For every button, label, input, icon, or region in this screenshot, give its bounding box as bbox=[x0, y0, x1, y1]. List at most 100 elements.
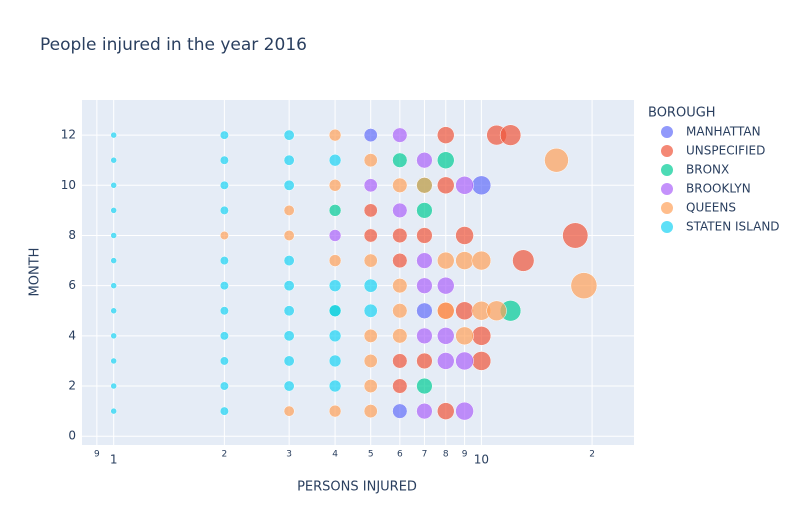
legend-label: UNSPECIFIED bbox=[686, 144, 765, 158]
x-tick-label: 7 bbox=[422, 450, 428, 460]
point bbox=[437, 151, 455, 169]
point bbox=[219, 155, 229, 165]
point bbox=[570, 272, 598, 299]
point bbox=[328, 379, 342, 393]
point bbox=[219, 381, 229, 391]
point bbox=[283, 305, 295, 317]
plot-area bbox=[82, 100, 634, 445]
point bbox=[110, 407, 117, 415]
point bbox=[283, 330, 295, 342]
point bbox=[110, 207, 117, 214]
point bbox=[392, 227, 408, 244]
point bbox=[437, 176, 455, 195]
point bbox=[392, 177, 408, 193]
legend-label: BROOKLYN bbox=[686, 182, 751, 196]
point bbox=[392, 353, 408, 369]
point bbox=[392, 127, 408, 143]
point bbox=[416, 277, 433, 294]
point bbox=[392, 202, 408, 218]
point bbox=[486, 300, 507, 321]
point bbox=[363, 379, 378, 393]
point bbox=[110, 131, 117, 139]
y-tick-label: 6 bbox=[68, 278, 76, 292]
point bbox=[110, 182, 117, 189]
x-tick-label: 4 bbox=[332, 450, 338, 460]
legend-label: STATEN ISLAND bbox=[686, 220, 780, 234]
y-axis-title: MONTH bbox=[28, 248, 43, 297]
point bbox=[363, 203, 378, 218]
legend-label: MANHATTAN bbox=[686, 125, 761, 139]
point bbox=[363, 228, 378, 243]
point bbox=[455, 226, 474, 245]
x-axis-title: PERSONS INJURED bbox=[297, 480, 417, 495]
point bbox=[363, 328, 378, 343]
point bbox=[416, 352, 433, 370]
point bbox=[471, 326, 492, 346]
point bbox=[437, 402, 455, 420]
x-tick-label: 2 bbox=[589, 450, 595, 460]
x-tick-label: 10 bbox=[474, 453, 489, 467]
point bbox=[110, 232, 117, 239]
point bbox=[219, 230, 229, 240]
x-tick-label: 9 bbox=[462, 450, 468, 460]
x-tick-label: 9 bbox=[94, 450, 100, 460]
point bbox=[328, 128, 342, 142]
point bbox=[437, 126, 455, 144]
point bbox=[110, 257, 117, 264]
point bbox=[283, 204, 295, 216]
legend-marker bbox=[661, 145, 673, 157]
x-tick-label: 2 bbox=[222, 450, 228, 460]
point bbox=[471, 351, 492, 371]
point bbox=[471, 175, 492, 196]
point bbox=[455, 176, 474, 195]
point bbox=[499, 124, 522, 146]
point bbox=[283, 280, 295, 292]
point bbox=[363, 128, 378, 143]
x-tick-label: 6 bbox=[397, 450, 403, 460]
point bbox=[416, 152, 433, 169]
y-tick-label: 0 bbox=[68, 429, 76, 443]
point bbox=[437, 352, 455, 370]
point bbox=[328, 404, 342, 418]
point bbox=[363, 153, 378, 168]
legend-marker bbox=[661, 164, 673, 176]
point bbox=[110, 332, 117, 340]
point bbox=[416, 402, 433, 420]
point bbox=[219, 406, 229, 416]
legend-marker bbox=[661, 126, 673, 138]
point bbox=[328, 279, 342, 292]
point bbox=[392, 303, 408, 319]
point bbox=[328, 304, 342, 318]
point bbox=[562, 222, 589, 249]
point bbox=[363, 353, 378, 368]
y-tick-label: 10 bbox=[61, 178, 76, 192]
point bbox=[437, 251, 455, 270]
point bbox=[471, 250, 492, 271]
point bbox=[437, 302, 455, 320]
legend-marker bbox=[661, 202, 673, 214]
point bbox=[363, 404, 378, 419]
point bbox=[219, 256, 229, 266]
point bbox=[437, 327, 455, 345]
point bbox=[328, 354, 342, 368]
point bbox=[219, 306, 229, 316]
point bbox=[110, 156, 117, 164]
x-tick-label: 8 bbox=[443, 450, 449, 460]
point bbox=[328, 329, 342, 343]
point bbox=[283, 380, 295, 392]
point bbox=[283, 230, 295, 241]
point bbox=[512, 249, 535, 272]
point bbox=[416, 302, 433, 319]
point bbox=[416, 327, 433, 345]
point bbox=[392, 403, 408, 419]
point bbox=[416, 252, 433, 269]
point bbox=[363, 253, 378, 268]
point bbox=[283, 129, 295, 141]
legend-label: BRONX bbox=[686, 163, 729, 177]
point bbox=[283, 255, 295, 267]
point bbox=[416, 202, 433, 219]
point bbox=[328, 179, 342, 192]
x-tick-label: 1 bbox=[110, 453, 118, 467]
point bbox=[219, 356, 229, 366]
